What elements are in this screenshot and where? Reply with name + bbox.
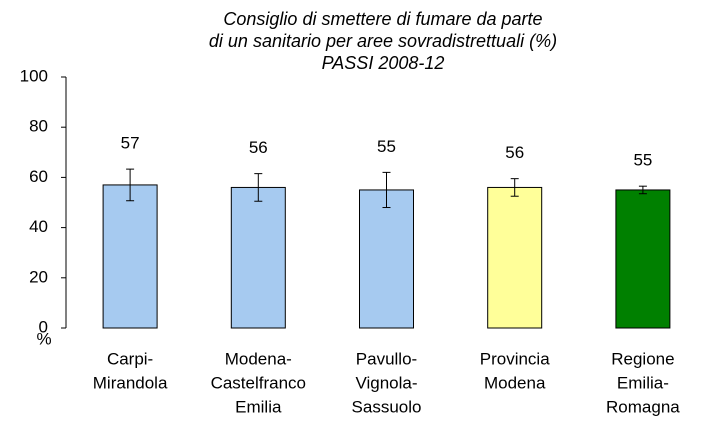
bar — [230, 186, 286, 329]
y-tick-label: 80 — [29, 117, 48, 136]
x-tick-label: Castelfranco — [211, 373, 306, 392]
data-label: 56 — [249, 138, 268, 157]
bar — [615, 189, 671, 329]
chart-title: di un sanitario per aree sovradistrettua… — [209, 31, 557, 51]
bar — [359, 189, 414, 329]
y-axis-label: % — [36, 329, 51, 348]
bar — [102, 184, 158, 329]
data-label: 57 — [121, 134, 140, 153]
y-tick-label: 60 — [29, 167, 48, 186]
x-tick-label: Modena- — [225, 349, 292, 368]
y-tick-label: 100 — [20, 66, 48, 85]
x-tick-label: Mirandola — [93, 373, 168, 392]
data-label: 55 — [633, 151, 652, 170]
x-tick-label: Romagna — [606, 397, 680, 416]
x-tick-label: Sassuolo — [352, 397, 422, 416]
x-tick-label: Modena — [484, 373, 546, 392]
chart-title: Consiglio di smettere di fumare da parte — [223, 9, 542, 29]
x-tick-label: Pavullo- — [356, 349, 417, 368]
y-tick-label: 0 — [39, 317, 48, 336]
x-tick-label: Provincia — [480, 349, 550, 368]
bar — [487, 186, 543, 329]
data-label: 55 — [377, 137, 396, 156]
x-tick-label: Carpi- — [107, 349, 153, 368]
data-label: 56 — [505, 143, 524, 162]
x-tick-label: Emilia — [235, 397, 282, 416]
x-tick-label: Vignola- — [355, 373, 417, 392]
y-tick-label: 20 — [29, 267, 48, 286]
x-tick-label: Emilia- — [617, 373, 669, 392]
x-tick-label: Regione — [611, 349, 674, 368]
chart-title: PASSI 2008-12 — [322, 53, 445, 73]
y-tick-label: 40 — [29, 217, 48, 236]
